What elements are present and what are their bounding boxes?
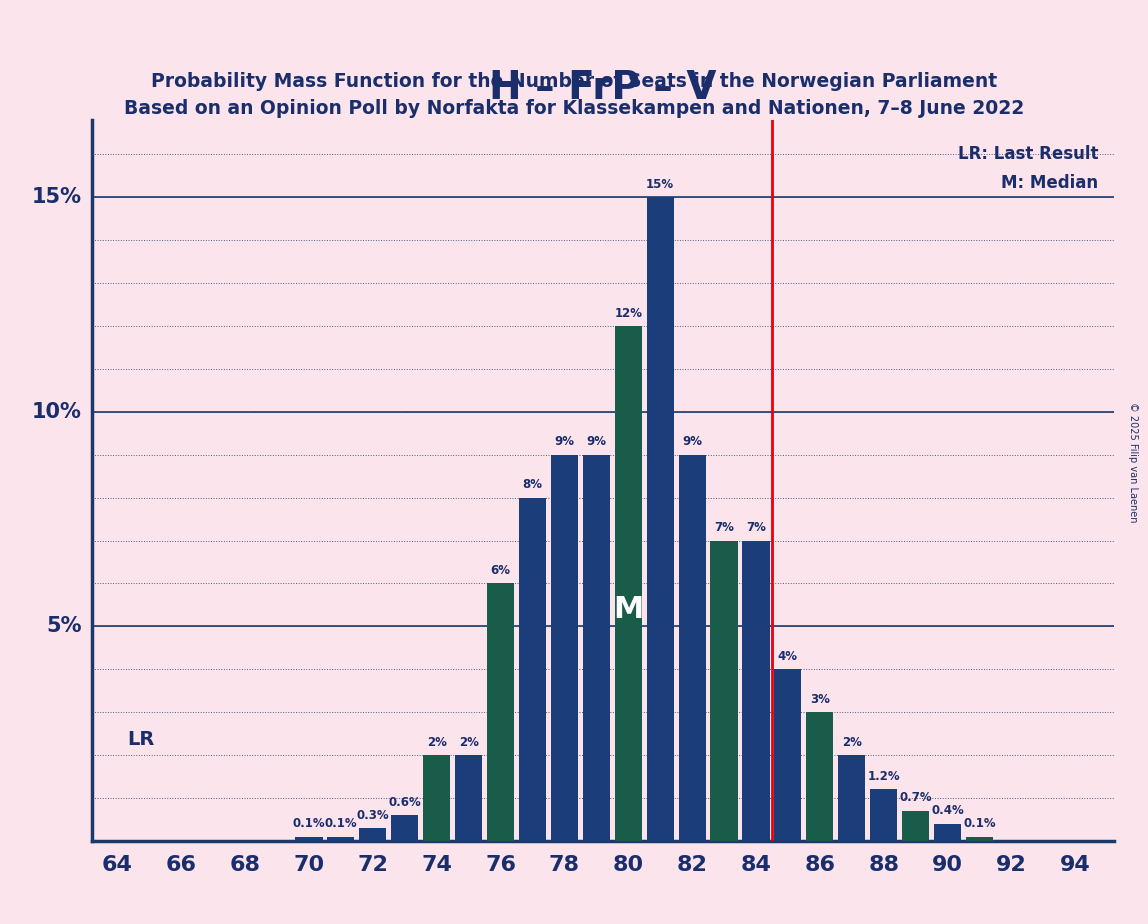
Text: 3%: 3% [809, 693, 830, 706]
Title: H – FrP – V: H – FrP – V [489, 69, 716, 107]
Text: 0.1%: 0.1% [325, 817, 357, 830]
Bar [424, 755, 450, 841]
Text: 7%: 7% [714, 521, 734, 534]
Text: 2%: 2% [427, 736, 447, 748]
Text: 0.1%: 0.1% [963, 817, 995, 830]
Text: 15%: 15% [646, 178, 674, 191]
Bar [743, 541, 769, 841]
Bar [646, 198, 674, 841]
Text: 7%: 7% [746, 521, 766, 534]
Text: LR: Last Result: LR: Last Result [957, 145, 1099, 164]
Text: 2%: 2% [841, 736, 862, 748]
Bar [711, 541, 738, 841]
Text: 4%: 4% [778, 650, 798, 663]
Bar [774, 669, 801, 841]
Text: 10%: 10% [32, 402, 82, 422]
Text: 5%: 5% [46, 616, 82, 637]
Bar [614, 326, 642, 841]
Text: Probability Mass Function for the Number of Seats in the Norwegian Parliament: Probability Mass Function for the Number… [150, 72, 998, 91]
Text: Based on an Opinion Poll by Norfakta for Klassekampen and Nationen, 7–8 June 202: Based on an Opinion Poll by Norfakta for… [124, 99, 1024, 117]
Bar [934, 823, 961, 841]
Bar [870, 789, 898, 841]
Bar [806, 712, 833, 841]
Bar [838, 755, 866, 841]
Text: 2%: 2% [459, 736, 479, 748]
Bar [391, 815, 418, 841]
Bar [583, 455, 610, 841]
Text: 6%: 6% [490, 564, 511, 577]
Text: 8%: 8% [522, 479, 543, 492]
Text: 1.2%: 1.2% [868, 770, 900, 783]
Bar [519, 498, 546, 841]
Text: 12%: 12% [614, 307, 642, 320]
Bar [678, 455, 706, 841]
Text: © 2025 Filip van Laenen: © 2025 Filip van Laenen [1128, 402, 1138, 522]
Text: M: Median: M: Median [1001, 174, 1099, 192]
Bar [965, 836, 993, 841]
Text: M: M [613, 595, 643, 624]
Text: 0.3%: 0.3% [357, 808, 389, 821]
Text: 0.4%: 0.4% [931, 804, 964, 817]
Bar [487, 583, 514, 841]
Text: 15%: 15% [32, 188, 82, 207]
Bar [455, 755, 482, 841]
Text: LR: LR [127, 730, 154, 748]
Text: 9%: 9% [554, 435, 574, 448]
Bar [902, 811, 929, 841]
Text: 0.6%: 0.6% [388, 796, 421, 808]
Text: 9%: 9% [587, 435, 606, 448]
Bar [327, 836, 355, 841]
Bar [359, 828, 387, 841]
Bar [295, 836, 323, 841]
Text: 0.7%: 0.7% [899, 791, 932, 805]
Text: 0.1%: 0.1% [293, 817, 325, 830]
Bar [551, 455, 577, 841]
Text: 9%: 9% [682, 435, 703, 448]
